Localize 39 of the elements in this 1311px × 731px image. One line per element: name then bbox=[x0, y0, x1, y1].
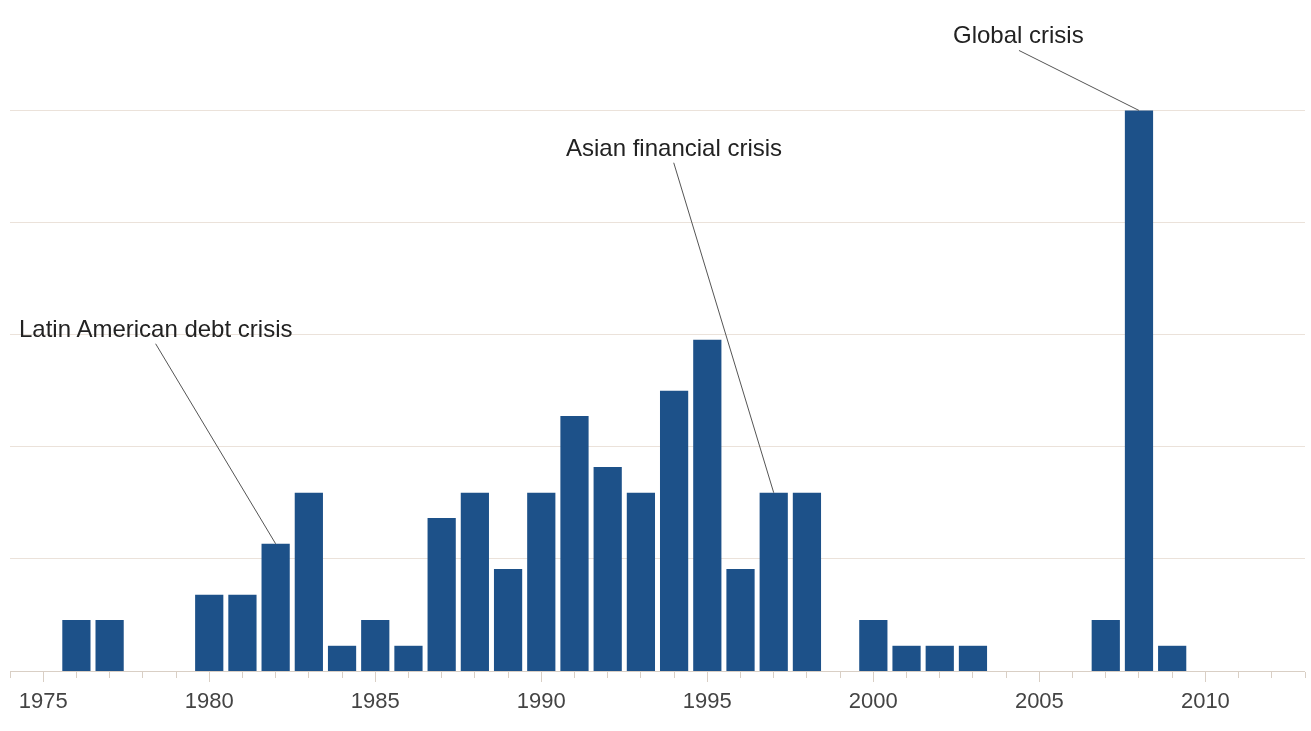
bar bbox=[626, 492, 656, 671]
bar bbox=[1124, 110, 1154, 671]
bar bbox=[327, 645, 357, 671]
bar bbox=[693, 339, 722, 671]
bar bbox=[394, 645, 423, 671]
bar bbox=[726, 568, 755, 671]
x-tick-label: 2010 bbox=[1180, 688, 1230, 714]
bar bbox=[95, 619, 124, 671]
x-tick-label: 2000 bbox=[848, 688, 898, 714]
bar bbox=[427, 517, 456, 671]
x-tick-label: 1995 bbox=[682, 688, 732, 714]
x-tick-label: 1990 bbox=[516, 688, 566, 714]
bar bbox=[958, 645, 988, 671]
bar bbox=[892, 645, 921, 671]
bar bbox=[294, 492, 323, 671]
bar bbox=[527, 492, 556, 671]
bar bbox=[759, 492, 788, 671]
annotation: Global crisis bbox=[953, 21, 1084, 48]
bar bbox=[62, 619, 91, 671]
bar bbox=[859, 619, 888, 671]
bar bbox=[659, 390, 689, 671]
bar bbox=[493, 568, 523, 671]
x-tick-label: 1975 bbox=[18, 688, 68, 714]
bar bbox=[228, 594, 257, 671]
bar bbox=[261, 543, 290, 671]
x-tick-label: 1980 bbox=[184, 688, 234, 714]
bar bbox=[195, 594, 224, 671]
bar bbox=[593, 466, 622, 671]
bar bbox=[792, 492, 822, 671]
annotation: Latin American debt crisis bbox=[19, 315, 293, 342]
bar bbox=[1091, 619, 1120, 671]
bar bbox=[361, 619, 390, 671]
annotation: Asian financial crisis bbox=[566, 134, 783, 161]
bar bbox=[925, 645, 954, 671]
bar bbox=[1158, 645, 1187, 671]
x-tick-label: 1985 bbox=[350, 688, 400, 714]
bar bbox=[560, 415, 589, 671]
bar bbox=[460, 492, 489, 671]
x-tick-label: 2005 bbox=[1014, 688, 1064, 714]
